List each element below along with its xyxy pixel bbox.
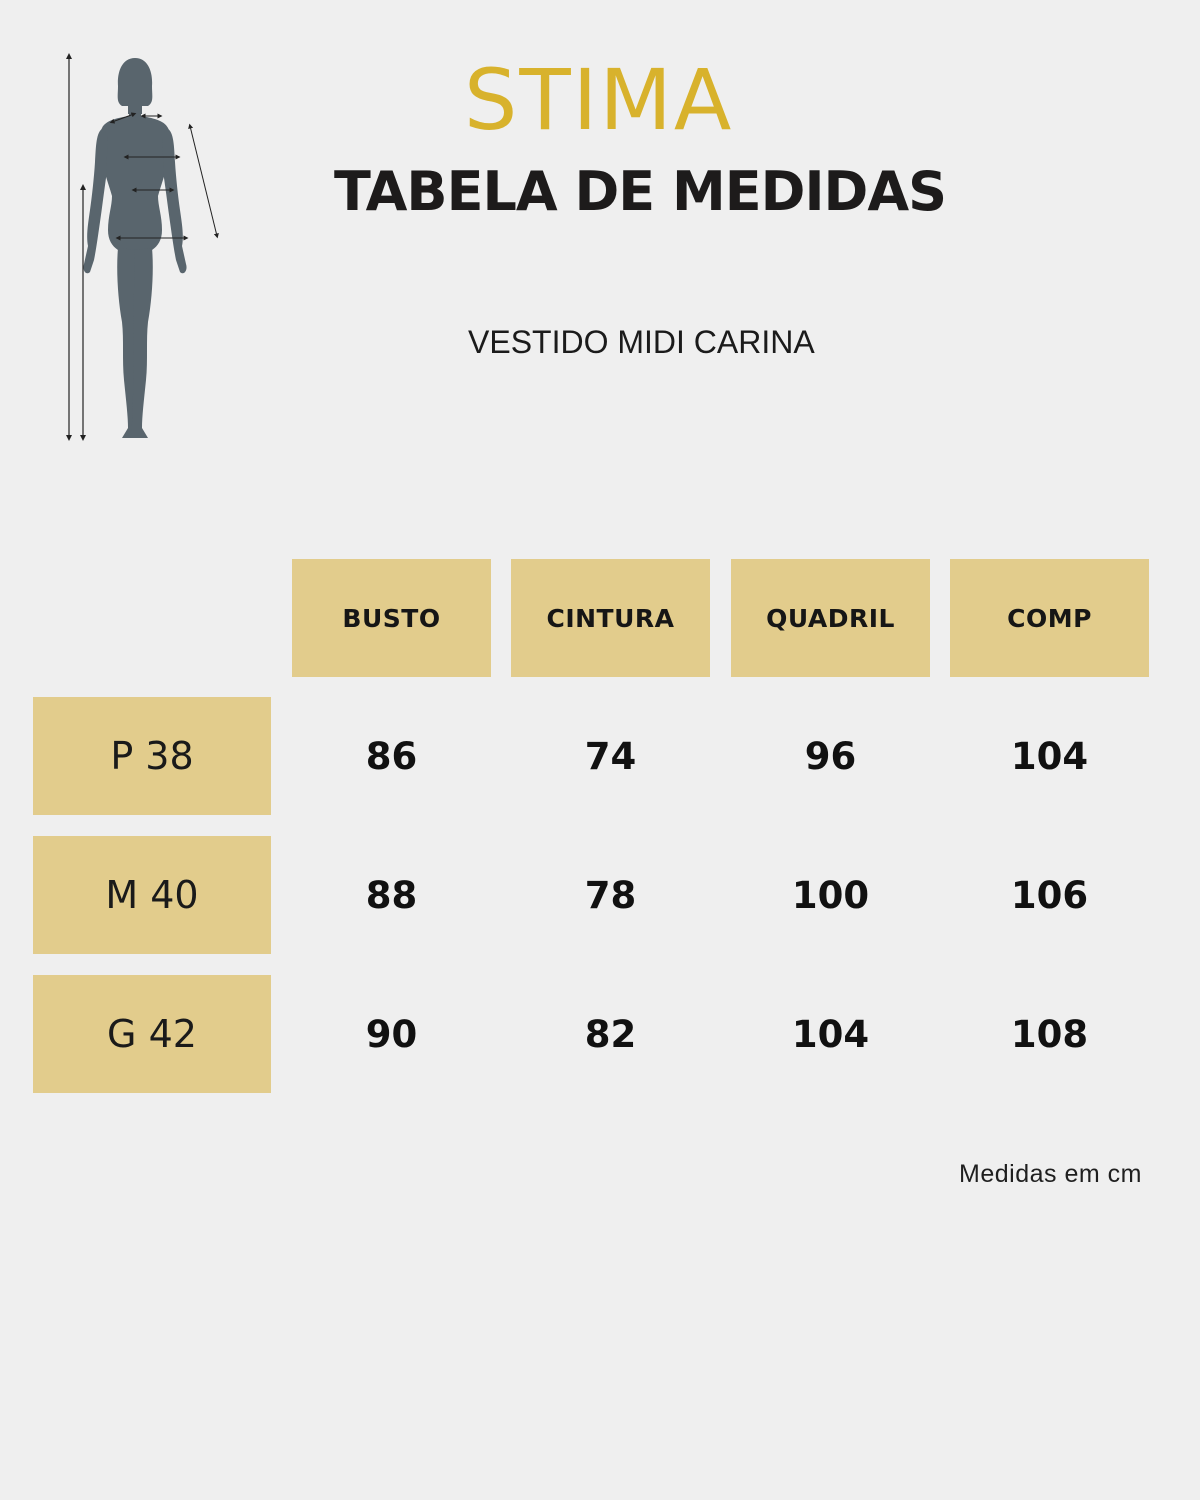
header-cintura: CINTURA: [511, 559, 710, 677]
size-label-g42: G 42: [33, 975, 271, 1093]
value-cell: 90: [365, 1012, 418, 1056]
header-quadril: QUADRIL: [731, 559, 930, 677]
header-busto: BUSTO: [292, 559, 491, 677]
value-cell: 82: [584, 1012, 637, 1056]
size-label-m40: M 40: [33, 836, 271, 954]
size-label-p38: P 38: [33, 697, 271, 815]
female-body-measurement-icon: [66, 53, 219, 441]
value-cell: 104: [1010, 734, 1089, 778]
value-cell: 78: [584, 873, 637, 917]
body-measurement-figure: [60, 50, 230, 445]
value-cell: 96: [804, 734, 857, 778]
header-comp: COMP: [950, 559, 1149, 677]
product-name: VESTIDO MIDI CARINA: [468, 324, 815, 360]
units-note: Medidas em cm: [959, 1160, 1142, 1188]
value-cell: 106: [1010, 873, 1089, 917]
value-cell: 108: [1010, 1012, 1089, 1056]
page-title: TABELA DE MEDIDAS: [334, 160, 947, 223]
brand-logo: STIMA: [464, 51, 734, 149]
value-cell: 86: [365, 734, 418, 778]
value-cell: 100: [791, 873, 870, 917]
value-cell: 74: [584, 734, 637, 778]
value-cell: 104: [791, 1012, 870, 1056]
value-cell: 88: [365, 873, 418, 917]
